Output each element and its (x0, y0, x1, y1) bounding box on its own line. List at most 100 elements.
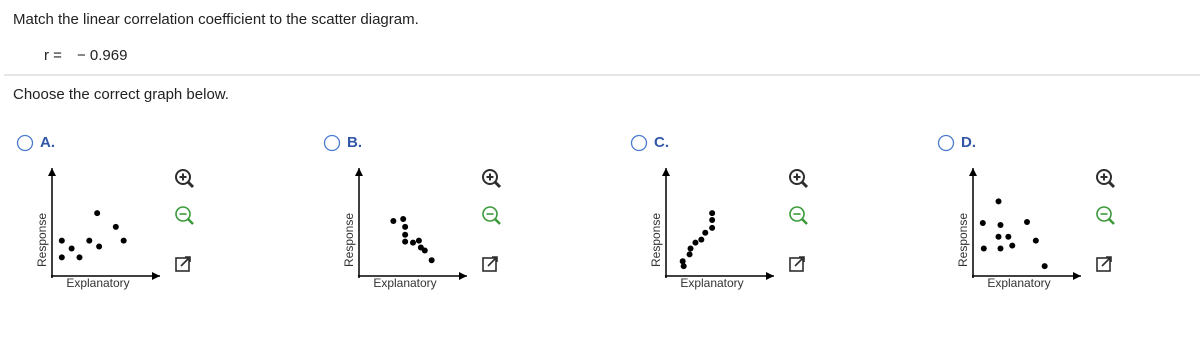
instruction: Choose the correct graph below. (13, 86, 229, 103)
point (402, 238, 409, 245)
icon-handle (186, 180, 195, 189)
zoom-in-button[interactable] (175, 169, 195, 189)
icon-arrow (1101, 256, 1112, 267)
point (1041, 263, 1048, 270)
option-letter: D. (961, 134, 976, 151)
x-arrow (766, 272, 774, 280)
point (702, 229, 709, 236)
icon-arrow (487, 256, 498, 267)
point (410, 239, 416, 246)
x-axis-label: Explanatory (66, 276, 129, 290)
open-window-button[interactable] (482, 256, 498, 272)
icon-handle (494, 218, 501, 225)
point (402, 223, 409, 230)
icon-handle (1107, 180, 1116, 189)
y-axis-label: Response (956, 213, 970, 267)
icon-handle (1108, 218, 1115, 225)
icon-handle (800, 180, 809, 189)
point (94, 210, 101, 217)
zoom-out-button[interactable] (1096, 206, 1115, 225)
icon-plus (486, 173, 494, 181)
open-window-button[interactable] (1096, 256, 1112, 272)
x-arrow (152, 272, 160, 280)
y-arrow (48, 168, 56, 176)
icon-plus (793, 173, 801, 181)
point (96, 243, 103, 250)
point (68, 245, 75, 252)
radio-button[interactable] (937, 134, 955, 152)
point (997, 221, 1004, 228)
icon-plus (1100, 173, 1108, 181)
icon-handle (187, 218, 194, 225)
r-label: r = (44, 47, 62, 64)
open-window-button[interactable] (175, 256, 191, 272)
point (402, 231, 409, 238)
icon-handle (801, 218, 808, 225)
x-arrow (459, 272, 467, 280)
open-window-button[interactable] (789, 256, 805, 272)
y-axis-label: Response (649, 213, 663, 267)
icon-plus (179, 173, 187, 181)
zoom-out-button[interactable] (482, 206, 501, 225)
x-arrow (1073, 272, 1081, 280)
y-axis-label: Response (35, 213, 49, 267)
y-arrow (662, 168, 670, 176)
zoom-in-button[interactable] (482, 169, 502, 189)
option: B. Explanatory Response (323, 134, 502, 290)
point (980, 245, 987, 252)
point (686, 251, 693, 258)
point (692, 239, 699, 246)
icon-handle (493, 180, 502, 189)
radio-button[interactable] (630, 134, 648, 152)
point (1005, 233, 1012, 240)
r-value: − 0.969 (77, 47, 127, 64)
option: A. Explanatory Response (16, 134, 195, 290)
point (997, 245, 1004, 252)
x-axis-label: Explanatory (373, 276, 436, 290)
point (995, 198, 1002, 205)
zoom-out-button[interactable] (789, 206, 808, 225)
point (120, 237, 127, 244)
option: C. Explanatory Response (630, 134, 809, 290)
option-letter: C. (654, 134, 669, 151)
point (76, 254, 83, 261)
point (390, 218, 397, 225)
point (698, 236, 705, 243)
x-axis-label: Explanatory (987, 276, 1050, 290)
point (679, 258, 686, 265)
point (1024, 219, 1030, 225)
point (1032, 237, 1039, 244)
point (979, 219, 986, 226)
point (112, 223, 119, 230)
point (421, 247, 428, 254)
option-letter: B. (347, 134, 362, 151)
radio-button[interactable] (323, 134, 341, 152)
point (428, 257, 435, 264)
radio-button[interactable] (16, 134, 34, 152)
zoom-in-button[interactable] (789, 169, 809, 189)
point (400, 216, 407, 223)
option: D. Explanatory Response (937, 134, 1116, 290)
x-axis-label: Explanatory (680, 276, 743, 290)
point (86, 237, 93, 244)
zoom-in-button[interactable] (1096, 169, 1116, 189)
point (58, 254, 65, 261)
y-arrow (969, 168, 977, 176)
point (58, 237, 65, 244)
point (680, 263, 687, 270)
option-letter: A. (40, 134, 55, 151)
point (415, 237, 422, 244)
zoom-out-button[interactable] (175, 206, 194, 225)
y-arrow (355, 168, 363, 176)
icon-arrow (180, 256, 191, 267)
point (687, 245, 694, 252)
icon-arrow (794, 256, 805, 267)
y-axis-label: Response (342, 213, 356, 267)
point (709, 217, 716, 224)
point (709, 224, 716, 231)
point (709, 210, 716, 217)
point (1009, 242, 1016, 249)
point (995, 233, 1002, 240)
question: Match the linear correlation coefficient… (13, 11, 419, 28)
